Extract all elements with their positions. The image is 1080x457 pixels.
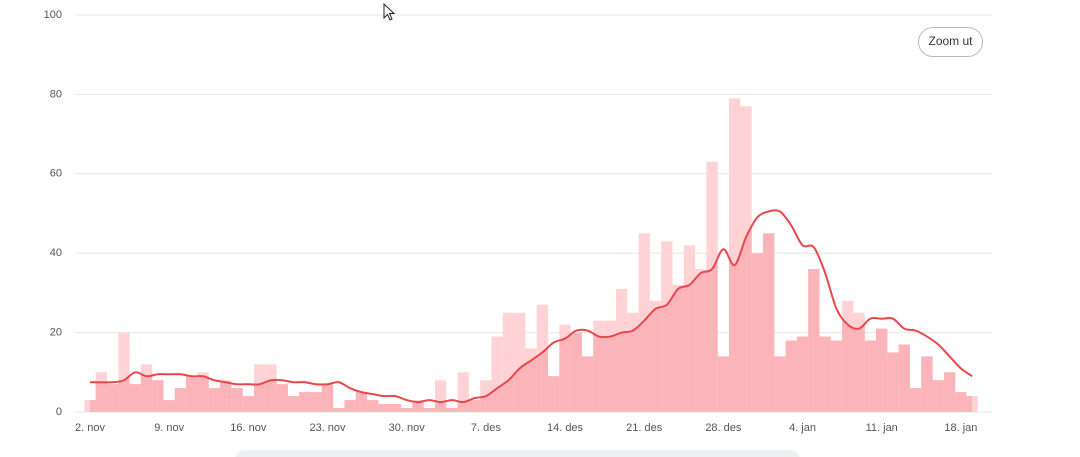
labels: 0 20 40 60 80 100 2. nov 9. nov 16. nov 23. nov 30… xyxy=(44,9,978,434)
bar xyxy=(491,336,503,412)
zoom-button-bg[interactable] xyxy=(918,27,983,57)
scroll-bar xyxy=(235,450,800,457)
x-tick-label: 21. des xyxy=(626,422,663,434)
x-tick-label: 18. jan xyxy=(944,422,977,434)
line-area xyxy=(90,210,973,412)
y-tick-label: 80 xyxy=(50,88,62,100)
bar xyxy=(966,396,978,412)
x-tick-label: 16. nov xyxy=(230,422,267,434)
bar xyxy=(514,312,526,412)
x-tick-label: 2. nov xyxy=(75,422,105,434)
y-tick-label: 60 xyxy=(50,168,62,180)
y-tick-label: 20 xyxy=(50,327,62,339)
x-tick-label: 11. jan xyxy=(866,422,898,434)
x-tick-label: 28. des xyxy=(705,422,742,434)
x-tick-label: 23. nov xyxy=(309,422,346,434)
bar xyxy=(729,98,741,413)
bar xyxy=(434,380,447,412)
zoom-button[interactable]: Zoom ut xyxy=(918,27,983,57)
y-tick-label: 40 xyxy=(50,247,62,259)
line xyxy=(90,209,973,404)
line-layer xyxy=(90,209,973,404)
area-layer xyxy=(90,210,973,412)
x-tick-label: 7. des xyxy=(471,422,501,434)
x-tick-label: 30. nov xyxy=(389,422,426,434)
x-tick-label: 4. jan xyxy=(789,422,816,434)
y-tick-label: 100 xyxy=(44,9,62,21)
bar xyxy=(118,332,130,412)
y-tick-label: 0 xyxy=(56,406,62,418)
x-tick-label: 14. des xyxy=(547,422,584,434)
zoom-button-label[interactable]: Zoom ut xyxy=(928,34,973,48)
x-tick-label: 9. nov xyxy=(154,422,184,434)
bar xyxy=(457,372,469,412)
cursor xyxy=(383,2,396,21)
bar xyxy=(502,312,515,412)
